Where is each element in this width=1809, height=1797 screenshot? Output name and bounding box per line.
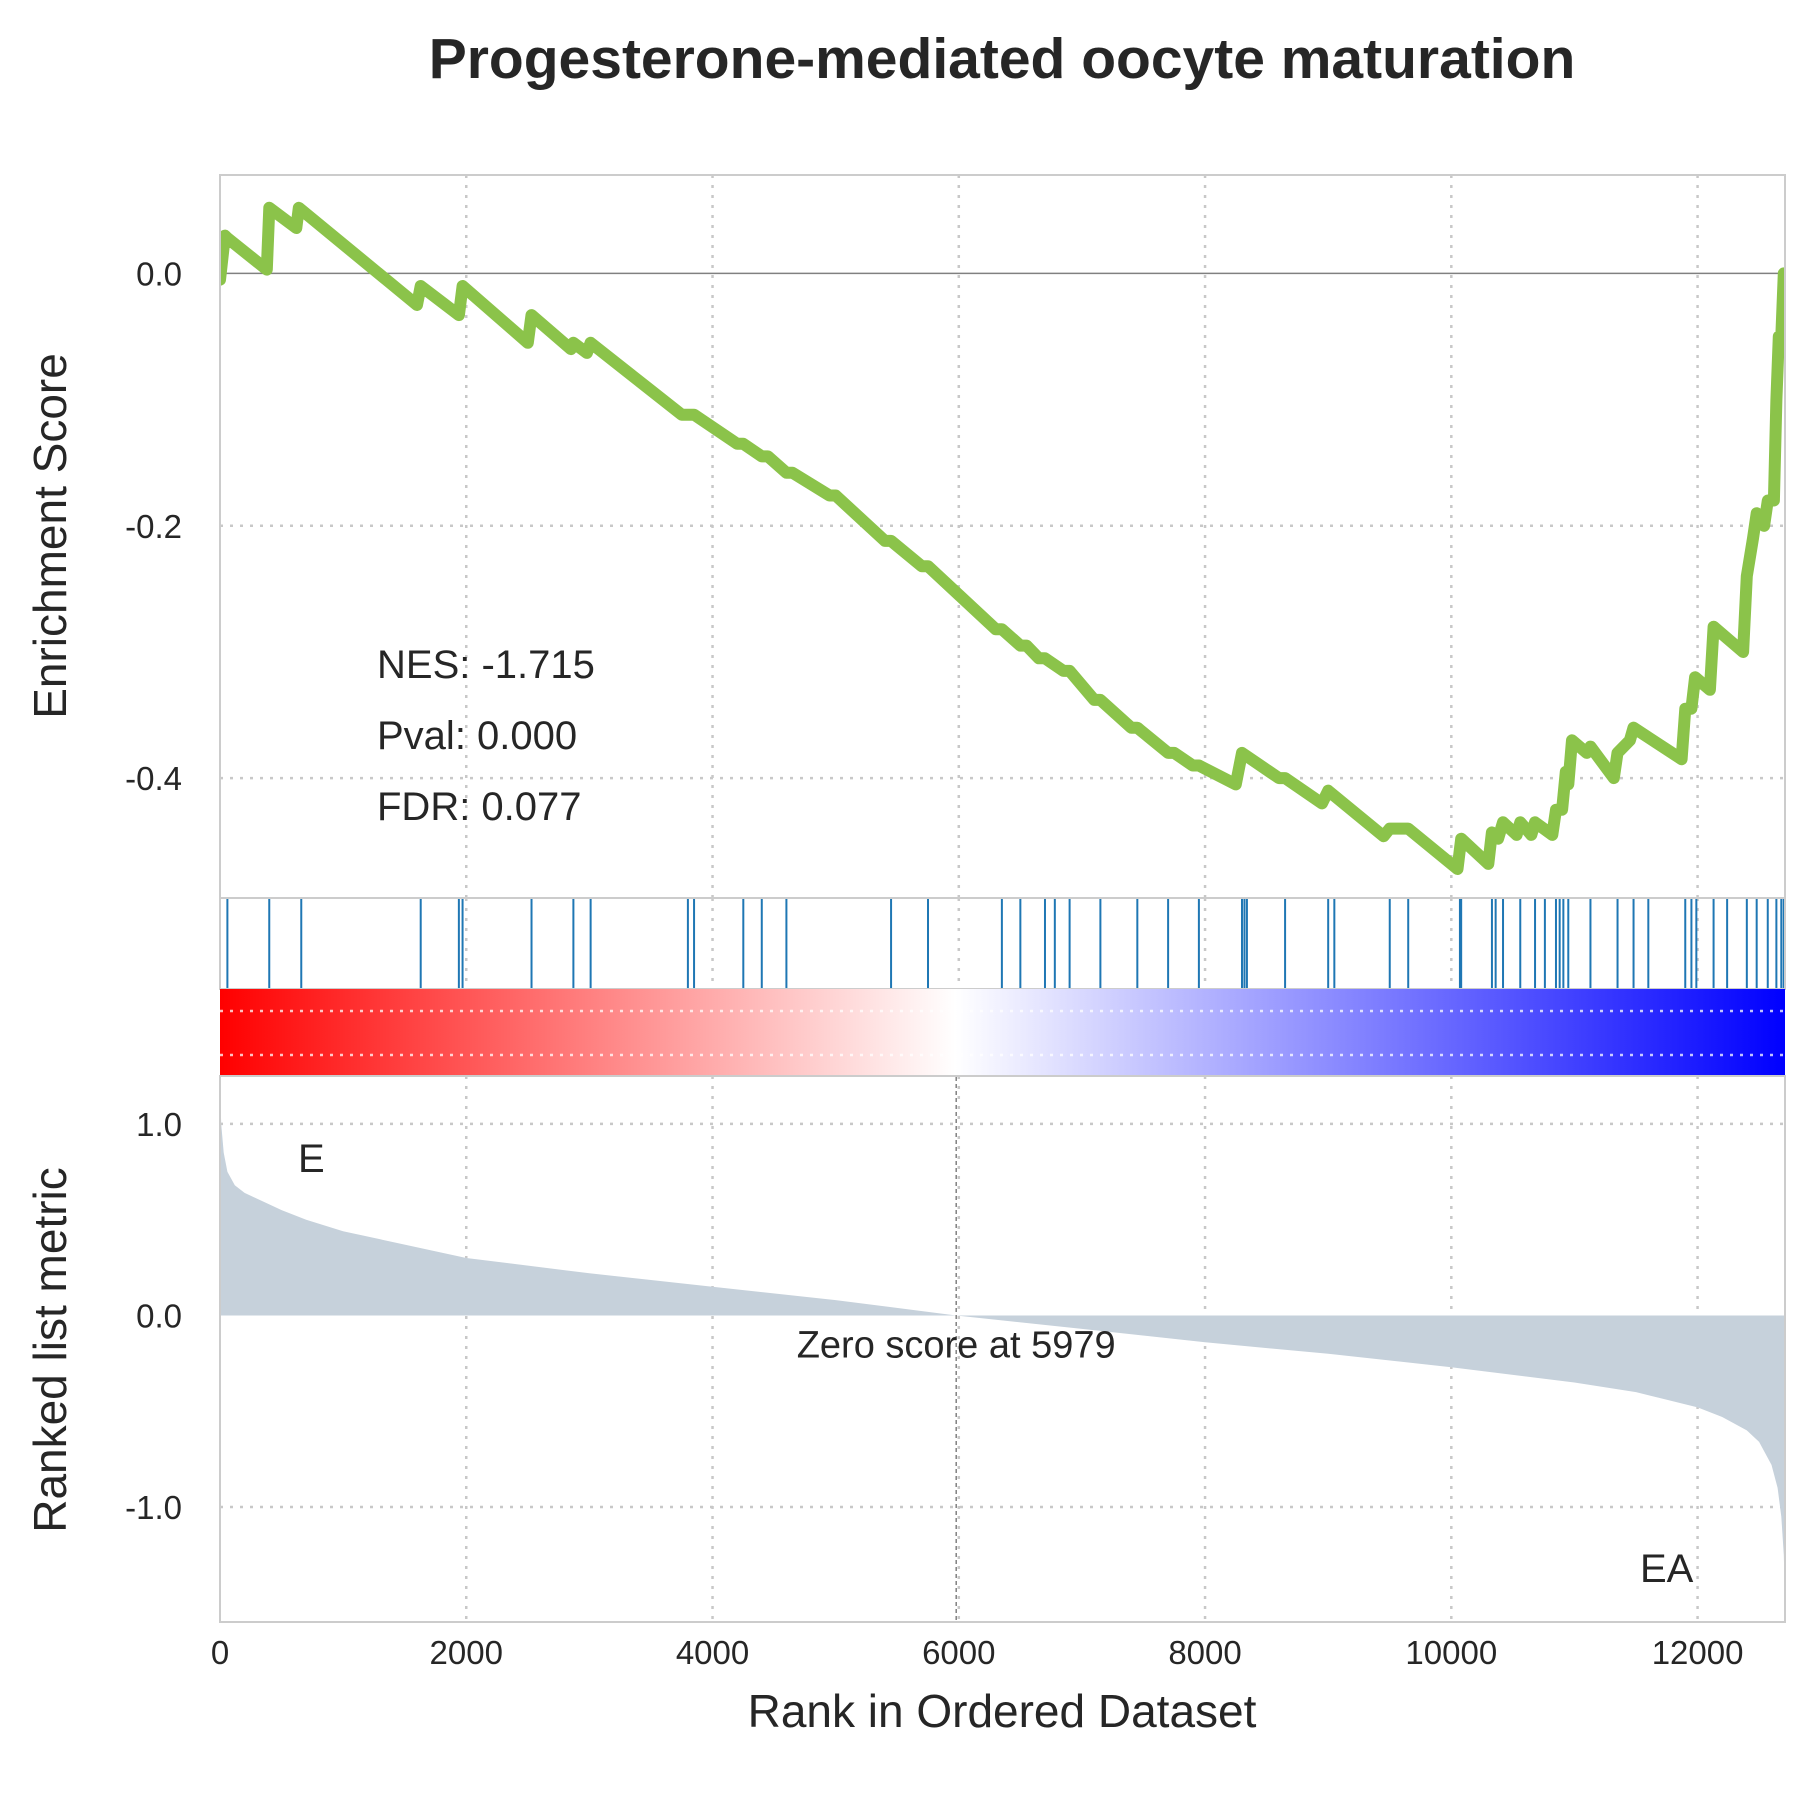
pval-annotation: Pval: 0.000	[377, 714, 577, 758]
nes-annotation: NES: -1.715	[377, 643, 595, 687]
colorbar	[220, 989, 1785, 1077]
positive-phenotype-label: E	[298, 1137, 325, 1181]
hits-panel	[219, 897, 1786, 990]
ranked-metric-frame	[219, 1075, 1786, 1623]
x-tick-label: 8000	[1168, 1634, 1241, 1671]
y-tick-label: -1.0	[125, 1489, 182, 1526]
zero-score-label: Zero score at 5979	[797, 1324, 1116, 1366]
ranked-metric-grid	[220, 1076, 1785, 1622]
x-tick-label: 4000	[676, 1634, 749, 1671]
x-tick-label: 6000	[922, 1634, 995, 1671]
hits-lines	[226, 898, 1785, 989]
hits-grid	[465, 898, 1699, 989]
x-tick-label: 0	[211, 1634, 229, 1671]
x-axis-title: Rank in Ordered Dataset	[748, 1685, 1257, 1737]
x-tick-label: 10000	[1405, 1634, 1497, 1671]
enrichment-y-axis-title: Enrichment Score	[24, 353, 76, 719]
x-axis-ticks: 0 2000 4000 6000 8000 10000 12000	[211, 1634, 1744, 1671]
enrichment-y-ticks: 0.0 -0.2 -0.4	[125, 255, 182, 797]
enrichment-grid	[220, 175, 1785, 898]
x-tick-label: 12000	[1652, 1634, 1744, 1671]
enrichment-score-line	[220, 201, 1785, 875]
ranked-metric-y-ticks: 1.0 0.0 -1.0	[125, 1106, 182, 1526]
ranked-metric-area	[220, 1085, 1785, 1603]
fdr-annotation: FDR: 0.077	[377, 785, 582, 829]
ranked-metric-y-axis-title: Ranked list metric	[24, 1167, 76, 1533]
y-tick-label: 0.0	[136, 255, 182, 292]
y-tick-label: -0.4	[125, 760, 182, 797]
ranked-metric-panel: Zero score at 5979 E EA 1.0 0.0 -1.0 Ranke…	[24, 1075, 1786, 1623]
chart-title: Progesterone-mediated oocyte maturation	[429, 27, 1576, 91]
y-tick-label: 1.0	[136, 1106, 182, 1143]
x-tick-label: 2000	[430, 1634, 503, 1671]
y-tick-label: -0.2	[125, 508, 182, 545]
colorbar-panel	[220, 989, 1785, 1077]
enrichment-panel: 0.0 -0.2 -0.4 NES: -1.715 Pval: 0.000 FDR:…	[24, 174, 1786, 899]
y-tick-label: 0.0	[136, 1297, 182, 1334]
negative-phenotype-label: EA	[1640, 1547, 1694, 1591]
